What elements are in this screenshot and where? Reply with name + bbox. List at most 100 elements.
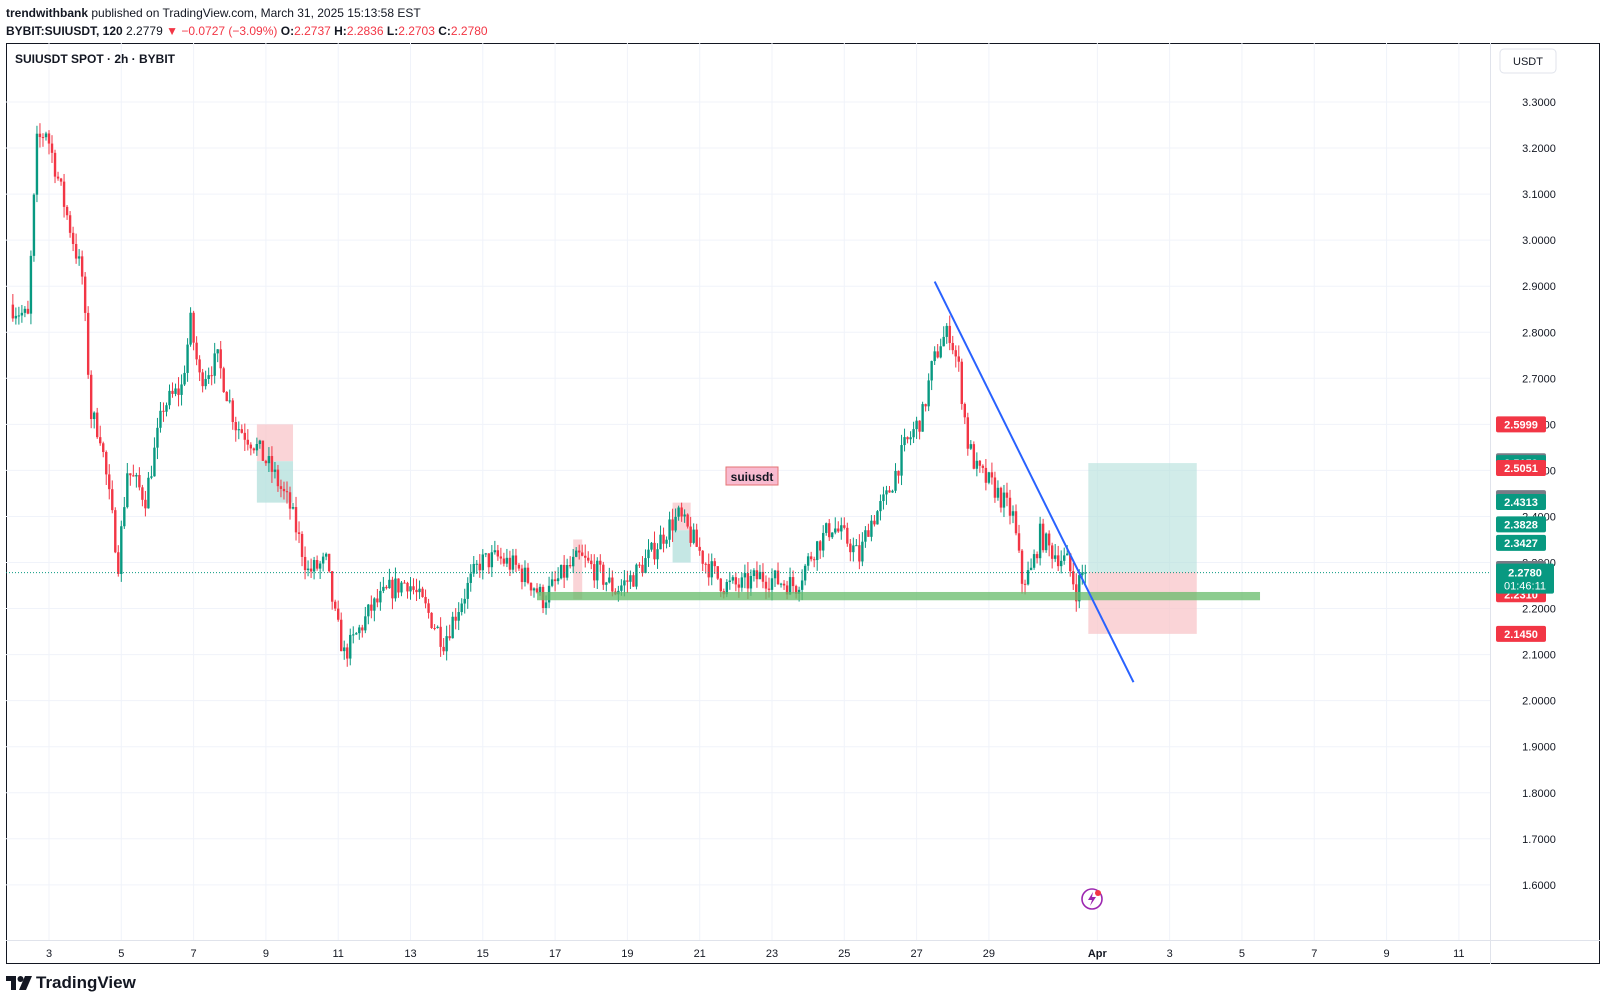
- candle-body: [755, 570, 759, 580]
- candle-body: [587, 557, 590, 561]
- candle-body: [559, 564, 563, 579]
- candle-body: [261, 440, 265, 461]
- time-tick-label: 15: [477, 948, 489, 960]
- candle-body: [981, 465, 985, 468]
- candle-body: [469, 573, 472, 583]
- candle-body: [550, 579, 554, 586]
- candle-body: [912, 429, 915, 438]
- drawings: [6, 281, 1490, 683]
- candle-body: [876, 511, 879, 525]
- candle-body: [725, 581, 729, 595]
- candle-body: [487, 553, 491, 568]
- ohlc-line: BYBIT:SUIUSDT, 120 2.2779 ▼ −0.0727 (−3.…: [6, 22, 488, 40]
- candle-body: [23, 308, 27, 313]
- candle-body: [14, 315, 18, 319]
- price-tag-label: 2.4313: [1504, 497, 1538, 509]
- candle-body: [62, 181, 66, 207]
- candle-body: [484, 553, 488, 555]
- annotation-label[interactable]: suiusdt: [725, 466, 779, 486]
- candle-body: [159, 410, 162, 428]
- candle-body: [246, 439, 250, 445]
- candle-body: [105, 452, 108, 475]
- candle-body: [927, 380, 930, 407]
- currency-button[interactable]: [1499, 48, 1557, 74]
- candle-body: [924, 404, 927, 407]
- candle-body: [599, 560, 602, 565]
- price-chart[interactable]: 3.3000 3.2000 3.1000 3.0000 2.9000 2.8000 2.70…: [6, 43, 1600, 964]
- candle-body: [701, 550, 704, 564]
- candle-body: [608, 577, 611, 583]
- candle-body: [834, 528, 837, 533]
- candle-body: [867, 530, 870, 537]
- candle-body: [430, 612, 433, 629]
- candle-body: [210, 375, 213, 377]
- legend-title: SUIUSDT SPOT · 2h · BYBIT: [15, 52, 176, 66]
- candle-body: [120, 526, 123, 574]
- candle-body: [294, 507, 298, 533]
- candle-body: [556, 578, 560, 582]
- candle-body: [671, 519, 674, 531]
- lightning-icon[interactable]: [1081, 888, 1103, 910]
- candle-body: [553, 579, 557, 582]
- candle-body: [888, 490, 891, 493]
- candle-body: [361, 627, 364, 631]
- candle-body: [1072, 571, 1075, 585]
- candle-body: [770, 578, 774, 590]
- candle-body: [903, 437, 906, 446]
- candle-body: [367, 604, 370, 617]
- candle-body: [147, 477, 150, 509]
- candle-body: [249, 444, 253, 449]
- candle-body: [198, 359, 201, 373]
- candle-body: [704, 563, 707, 565]
- candle-body: [126, 473, 129, 508]
- candle-body: [267, 456, 271, 464]
- time-tick-label: 11: [332, 948, 343, 960]
- candle-body: [71, 232, 75, 245]
- candle-body: [111, 489, 114, 511]
- candle-body: [791, 577, 795, 587]
- candle-body: [123, 507, 126, 527]
- candle-body: [370, 604, 373, 611]
- candle-body: [611, 577, 614, 592]
- candle-body: [773, 570, 777, 579]
- time-axis[interactable]: 3 5 7 9 11 13 15 17 19 21 23 25 27 29 Apr 3 5 7 9 11: [46, 948, 1465, 960]
- candle-body: [475, 563, 478, 565]
- candle-body: [312, 560, 316, 572]
- grid-lines: [6, 43, 1490, 940]
- candle-body: [644, 558, 647, 574]
- candle-body: [340, 619, 343, 652]
- price-tick-label: 2.1000: [1522, 650, 1556, 662]
- publish-info: published on TradingView.com, March 31, …: [88, 6, 421, 20]
- time-tick-label: 5: [118, 948, 124, 960]
- price-tick-label: 3.0000: [1522, 235, 1556, 247]
- chart-frame[interactable]: 3.3000 3.2000 3.1000 3.0000 2.9000 2.8000 2.70…: [6, 43, 1600, 964]
- candle-body: [656, 549, 659, 560]
- candle-body: [731, 577, 735, 581]
- candle-body: [168, 390, 171, 406]
- time-tick-label: 9: [1383, 948, 1389, 960]
- candle-body: [797, 589, 801, 594]
- time-tick-label: 3: [46, 948, 52, 960]
- long-position-target: [1088, 463, 1197, 573]
- price-tick-label: 2.7000: [1522, 373, 1556, 385]
- candle-body: [388, 579, 391, 589]
- candle-body: [59, 178, 63, 182]
- candle-body: [1008, 497, 1012, 516]
- price-tag: [1496, 625, 1546, 642]
- candle-body: [1020, 550, 1024, 584]
- author-name[interactable]: trendwithbank: [6, 6, 89, 20]
- candle-body: [327, 553, 331, 572]
- candle-body: [728, 580, 732, 582]
- candle-body: [505, 557, 509, 564]
- candle-body: [764, 581, 768, 589]
- candle-body: [89, 374, 93, 420]
- candle-body: [29, 255, 33, 314]
- candle-body: [330, 571, 334, 602]
- tradingview-logo[interactable]: TradingView: [6, 973, 136, 993]
- candle-body: [47, 133, 51, 144]
- brand-name: TradingView: [36, 973, 136, 992]
- candle-body: [581, 552, 584, 556]
- candles: [11, 123, 1087, 667]
- candle-body: [984, 467, 988, 483]
- candle-body: [99, 437, 102, 444]
